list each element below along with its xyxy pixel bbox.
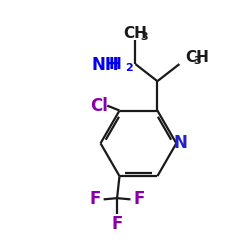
Text: F: F [133,190,145,208]
Text: CH: CH [185,50,209,66]
Text: CH: CH [124,26,147,41]
Text: F: F [89,190,101,208]
Text: 3: 3 [194,56,202,66]
Text: Cl: Cl [90,97,108,115]
Text: NH: NH [92,56,120,74]
Text: 3: 3 [140,32,148,42]
Text: H: H [108,56,121,72]
Text: 2: 2 [125,64,133,74]
Text: N: N [174,134,188,152]
Text: F: F [111,215,123,233]
